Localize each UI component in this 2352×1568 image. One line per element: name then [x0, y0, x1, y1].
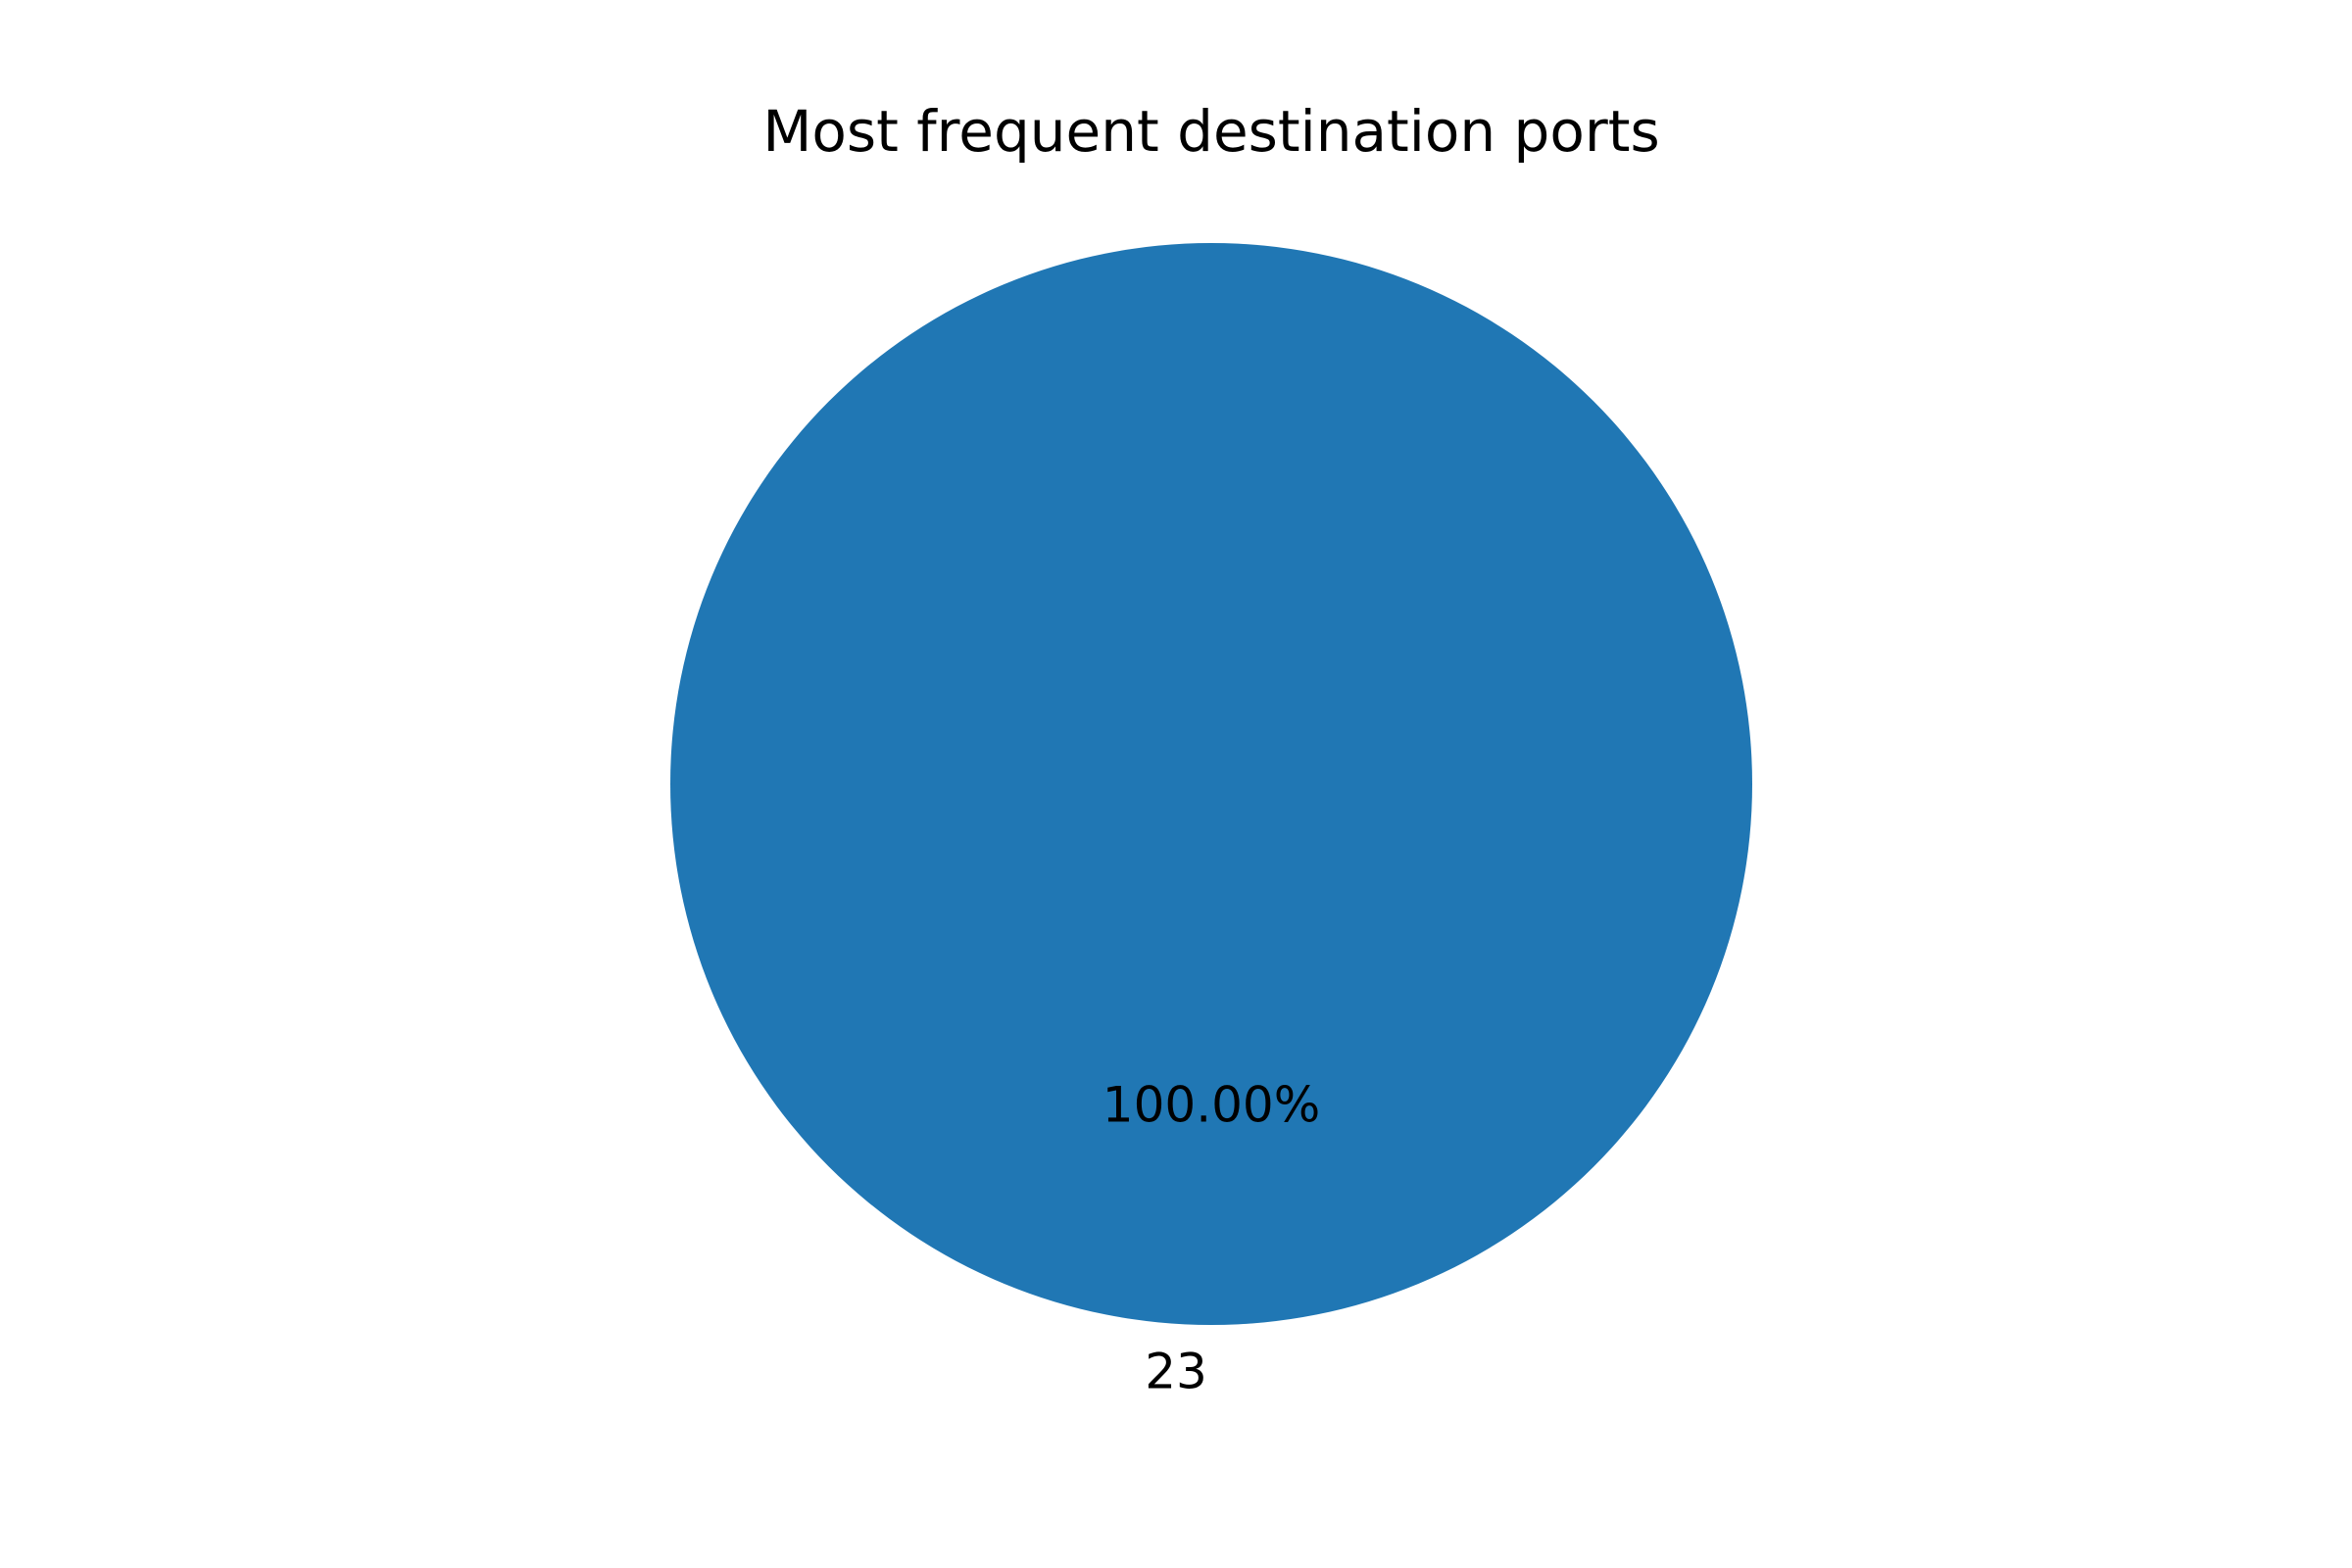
- chart-title: Most frequent destination ports: [762, 98, 1659, 165]
- pie-slices: [670, 243, 1752, 1325]
- pie-labels: 100.00% 23: [1102, 1077, 1320, 1400]
- pie-category-label: 23: [1145, 1344, 1207, 1400]
- pie-percent-label: 100.00%: [1102, 1077, 1320, 1134]
- pie-slice-23: [670, 243, 1752, 1325]
